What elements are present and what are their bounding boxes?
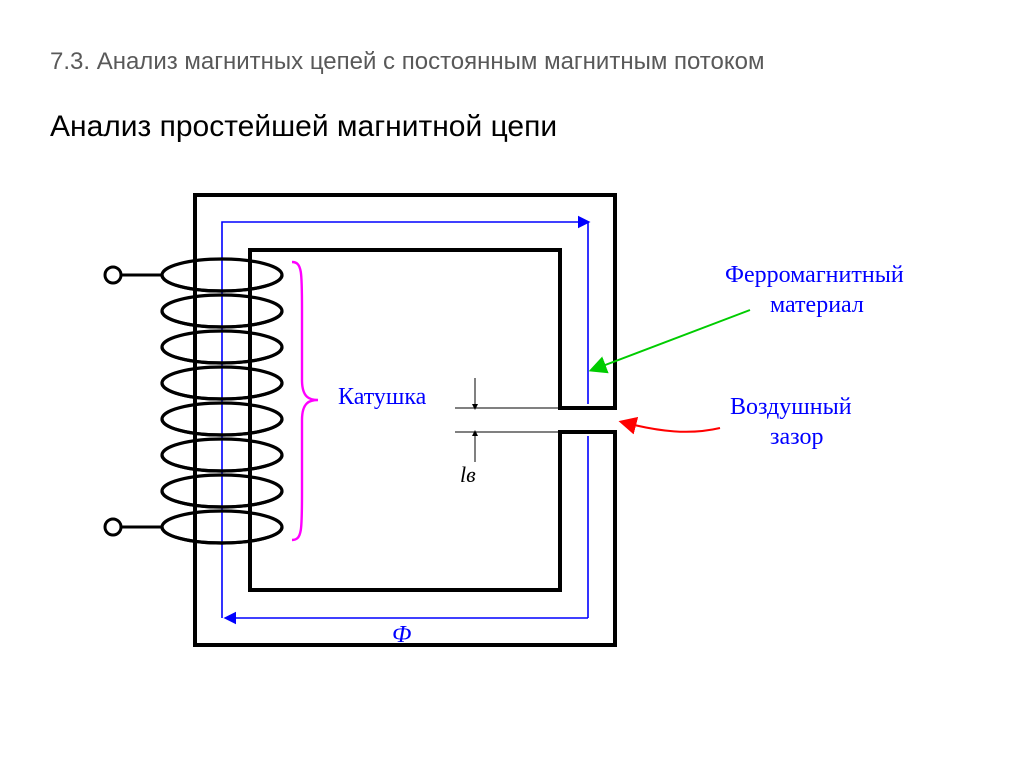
ferromagnetic-label-1: Ферромагнитный — [725, 262, 904, 289]
airgap-label-1: Воздушный — [730, 394, 852, 421]
airgap-pointer — [622, 422, 720, 432]
coil-brace — [292, 262, 318, 540]
gap-length-label: lв — [460, 462, 476, 488]
gap-dimension — [455, 378, 558, 462]
ferromagnetic-label-2: материал — [770, 292, 864, 319]
airgap-label-2: зазор — [770, 424, 823, 451]
flux-label: Ф — [392, 622, 411, 649]
magnetic-circuit-diagram — [0, 0, 1024, 767]
coil-terminals — [105, 267, 162, 535]
coil-label: Катушка — [338, 384, 426, 411]
